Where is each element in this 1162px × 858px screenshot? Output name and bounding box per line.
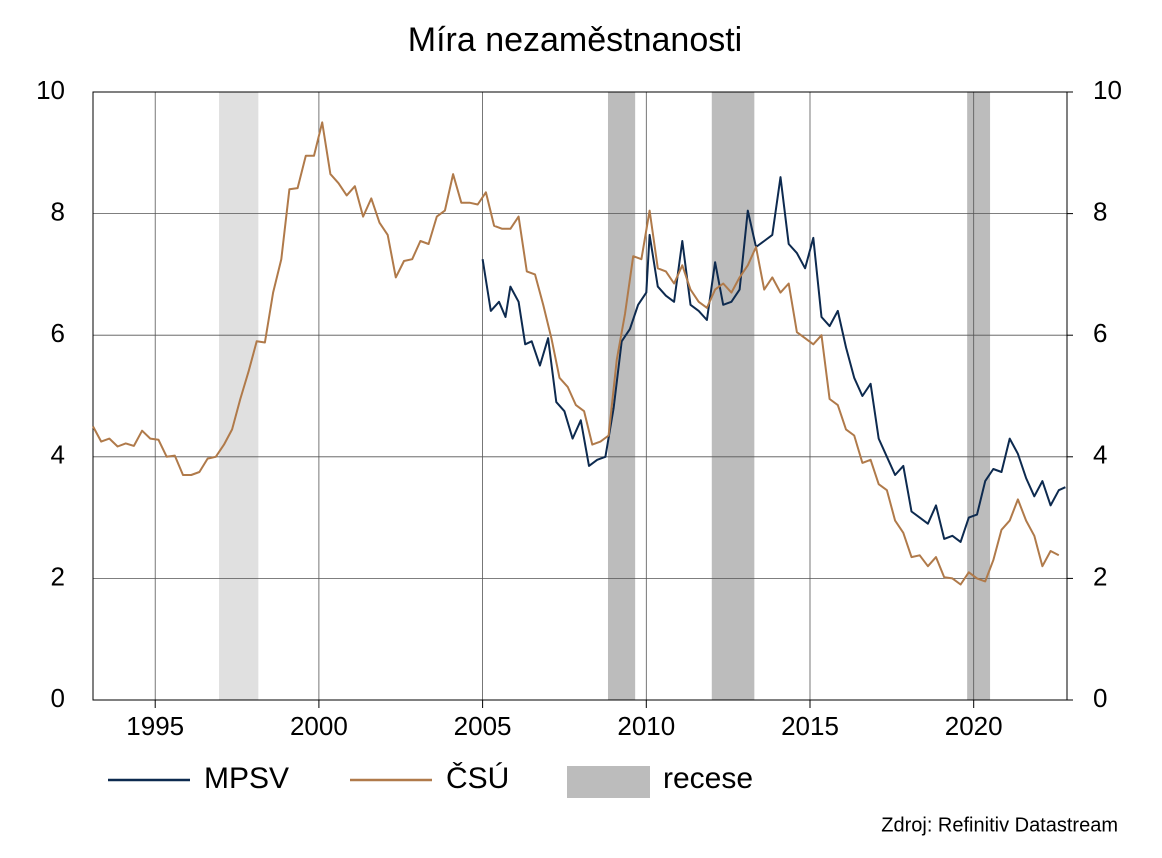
y-tick-label: 4: [51, 440, 65, 470]
legend-label: ČSÚ: [446, 761, 509, 795]
y2-tick-label: 8: [1093, 196, 1107, 226]
recession-band: [967, 92, 991, 700]
x-tick-label: 2015: [781, 711, 839, 741]
legend-swatch: [567, 766, 650, 798]
recession-band: [219, 92, 259, 700]
x-tick-label: 2000: [290, 711, 348, 741]
y-tick-label: 8: [51, 196, 65, 226]
chart-title: Míra nezaměstnanosti: [408, 21, 743, 59]
legend-label: recese: [663, 762, 753, 795]
series-line: [481, 176, 1066, 543]
y-tick-label: 10: [36, 75, 65, 105]
x-tick-label: 2005: [454, 711, 512, 741]
x-tick-label: 2020: [945, 711, 1003, 741]
y2-tick-label: 0: [1093, 683, 1107, 713]
y-tick-label: 6: [51, 318, 65, 348]
y2-tick-label: 10: [1093, 75, 1122, 105]
x-tick-label: 2010: [617, 711, 675, 741]
x-tick-label: 1995: [126, 711, 184, 741]
source-note: Zdroj: Refinitiv Datastream: [881, 814, 1118, 836]
y2-tick-label: 6: [1093, 318, 1107, 348]
y2-tick-label: 2: [1093, 561, 1107, 591]
legend-label: MPSV: [204, 762, 289, 795]
series-line: [92, 121, 1060, 586]
y2-tick-label: 4: [1093, 440, 1107, 470]
y-tick-label: 2: [51, 561, 65, 591]
recession-band: [711, 92, 755, 700]
plot-frame: [92, 91, 1068, 701]
y-tick-label: 0: [51, 683, 65, 713]
